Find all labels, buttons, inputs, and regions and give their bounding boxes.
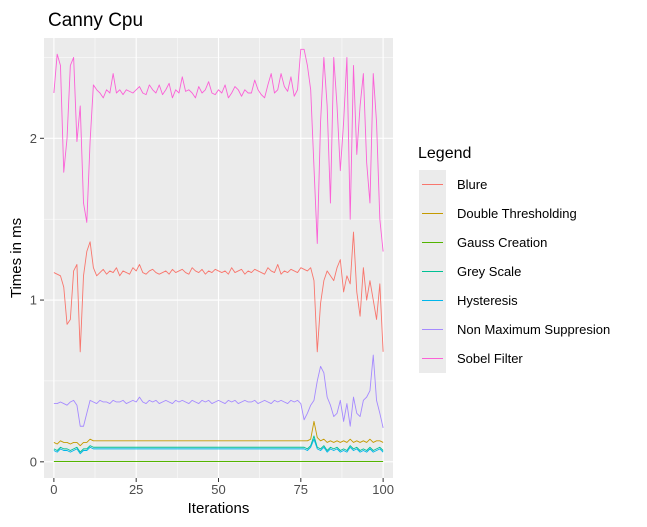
y-tick-labels: 0 1 2 <box>30 131 37 470</box>
y-axis-title: Times in ms <box>8 218 25 298</box>
x-tick-label: 75 <box>294 482 308 497</box>
y-tick-label: 0 <box>30 454 37 469</box>
chart-title: Canny Cpu <box>48 10 143 31</box>
y-tick-label: 2 <box>30 131 37 146</box>
series-line-hysteresis <box>53 438 384 455</box>
legend-label-double-thresholding: Double Thresholding <box>457 206 577 221</box>
series-line-double-thresholding <box>53 420 384 447</box>
x-tick-label: 25 <box>129 482 143 497</box>
series-line-sobel-filter <box>53 48 384 252</box>
x-tick-label: 100 <box>372 482 394 497</box>
legend-label-non-maximum-suppresion: Non Maximum Suppresion <box>457 322 610 337</box>
y-tick-label: 1 <box>30 293 37 308</box>
x-axis-title: Iterations <box>188 500 250 517</box>
legend: Legend Blure Double Thresholding Gauss Cre… <box>418 145 610 373</box>
legend-title: Legend <box>418 145 471 162</box>
series-line-non-maximum-suppresion <box>53 354 384 428</box>
series-line-grey-scale <box>53 435 384 453</box>
axis-ticks <box>40 137 384 482</box>
legend-label-hysteresis: Hysteresis <box>457 293 518 308</box>
legend-label-blure: Blure <box>457 177 487 192</box>
series-lines <box>53 48 384 462</box>
legend-label-grey-scale: Grey Scale <box>457 264 521 279</box>
x-tick-labels: 0 25 50 75 100 <box>50 482 394 497</box>
legend-items: Blure Double Thresholding Gauss Creation Gr… <box>419 170 610 373</box>
x-tick-label: 0 <box>50 482 57 497</box>
series-line-blure <box>53 231 384 353</box>
legend-label-gauss-creation: Gauss Creation <box>457 235 547 250</box>
x-tick-label: 50 <box>211 482 225 497</box>
legend-label-sobel-filter: Sobel Filter <box>457 351 523 366</box>
